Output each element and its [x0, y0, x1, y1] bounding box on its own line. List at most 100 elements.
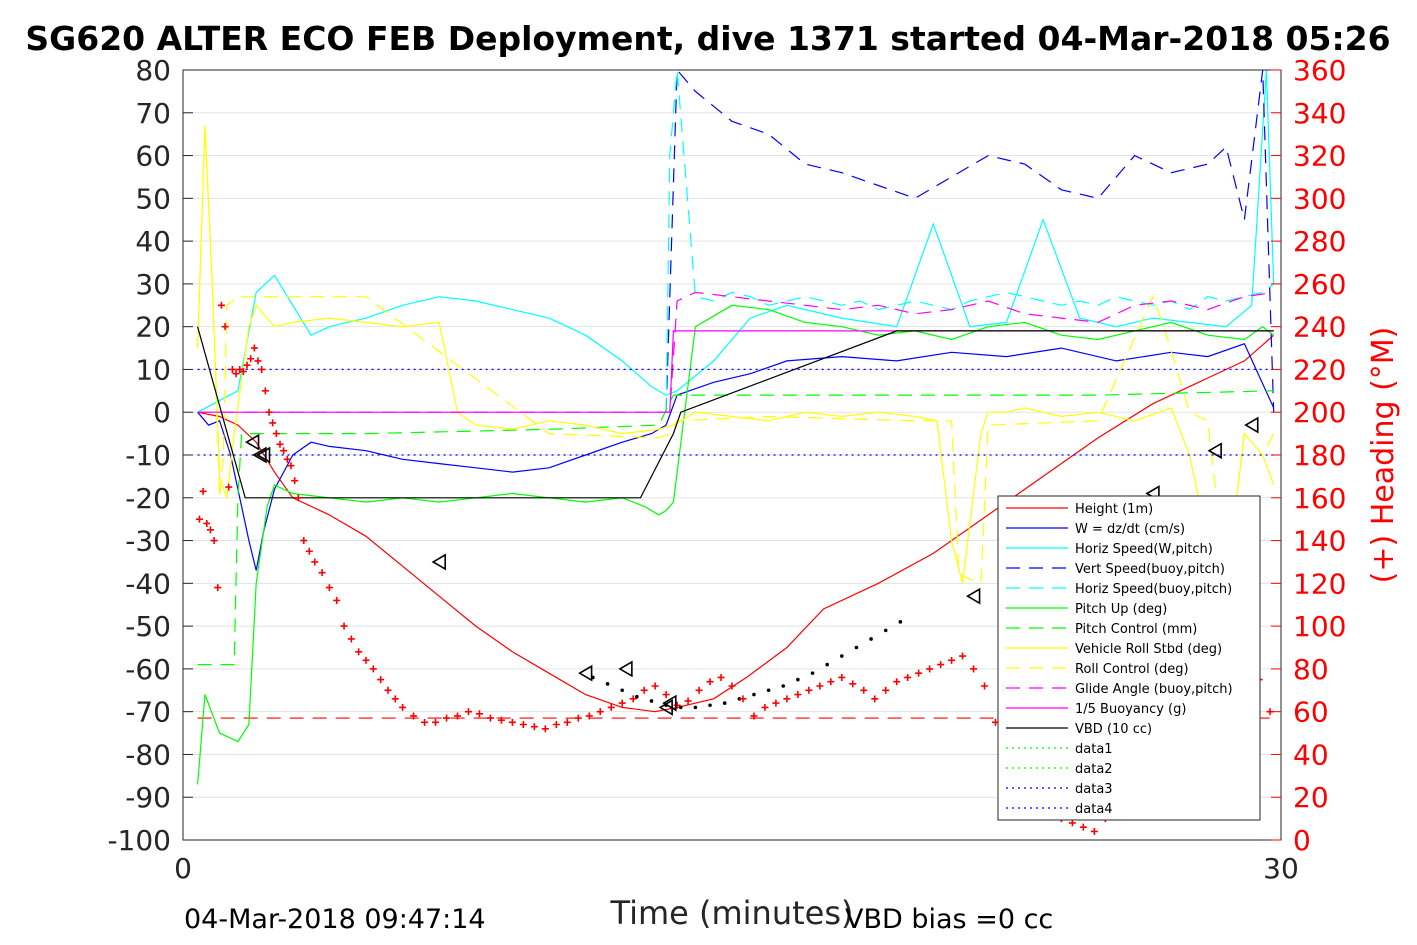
heading-point	[333, 596, 341, 604]
heading-point	[618, 699, 626, 707]
heading-point	[384, 686, 392, 694]
heading-point	[717, 673, 725, 681]
legend-label: data2	[1075, 762, 1113, 777]
legend-label: Glide Angle (buoy,pitch)	[1075, 682, 1233, 697]
y-tick-label-right: 180	[1293, 439, 1346, 472]
heading-point	[362, 656, 370, 664]
heading-point	[203, 519, 211, 527]
heading-point	[497, 716, 505, 724]
heading-point	[629, 695, 637, 703]
heading-point	[195, 515, 203, 523]
heading-point	[563, 718, 571, 726]
heading-point	[369, 665, 377, 673]
black-dot-point	[752, 692, 756, 697]
x-tick-label: 30	[1263, 852, 1299, 885]
y-tick-label-right: 280	[1293, 225, 1346, 258]
heading-point	[684, 697, 692, 705]
triangle-marker	[1244, 416, 1259, 434]
y-tick-label-left: 0	[153, 396, 171, 429]
triangle-marker	[244, 433, 260, 451]
y-tick-label-right: 40	[1293, 738, 1329, 771]
black-dot-point	[605, 682, 610, 686]
heading-point	[254, 357, 262, 365]
series-line-w-dz-dt-cm-s	[197, 343, 1275, 571]
y-tick-label-right: 300	[1293, 182, 1346, 215]
y-tick-label-right: 320	[1293, 140, 1346, 173]
heading-point	[706, 678, 714, 686]
legend-label: Height (1m)	[1075, 502, 1153, 517]
heading-point	[816, 682, 824, 690]
heading-point	[272, 430, 280, 438]
heading-point	[761, 703, 769, 711]
heading-point	[585, 712, 593, 720]
heading-point	[421, 718, 429, 726]
heading-point	[519, 721, 527, 728]
heading-point	[739, 695, 747, 703]
series-line-vbd-10-cc	[197, 326, 1274, 499]
series-line-pitch-up-deg	[197, 304, 1275, 785]
y-tick-label-right: 260	[1293, 268, 1346, 301]
heading-point	[695, 686, 703, 694]
heading-point	[399, 703, 407, 711]
heading-point	[750, 712, 758, 720]
legend-label: VBD (10 cc)	[1075, 722, 1152, 737]
legend-label: Horiz Speed(buoy,pitch)	[1075, 582, 1232, 597]
series-line-vert-speed-buoy-pitch	[665, 68, 1275, 413]
heading-point	[530, 723, 538, 731]
y-tick-label-right: 100	[1293, 610, 1346, 643]
heading-point	[882, 686, 890, 694]
black-dot-point	[693, 705, 698, 710]
black-dot-point	[854, 645, 859, 650]
heading-point	[355, 648, 363, 656]
heading-point	[300, 537, 308, 545]
y-tick-label-right: 240	[1293, 311, 1346, 344]
y-tick-label-left: 20	[135, 311, 171, 344]
series-layer	[197, 68, 1275, 785]
heading-point	[391, 695, 399, 703]
black-dot-point	[898, 620, 903, 624]
heading-point	[239, 368, 247, 376]
legend-box	[997, 495, 1261, 821]
legend-label: 1/5 Buoyancy (g)	[1075, 702, 1186, 717]
series-line-1-5-buoyancy-g	[197, 330, 1274, 413]
y-tick-label-right: 60	[1293, 696, 1329, 729]
legend-label: Pitch Control (mm)	[1075, 622, 1197, 637]
heading-point	[291, 477, 299, 485]
heading-point	[838, 673, 846, 681]
heading-point	[340, 622, 348, 630]
heading-point	[508, 718, 516, 726]
legend-label: W = dz/dt (cm/s)	[1075, 522, 1185, 537]
heading-point	[871, 695, 879, 703]
black-dot-point	[840, 654, 844, 658]
series-line-horiz-speed-buoy-pitch	[665, 69, 1275, 413]
heading-point	[860, 686, 868, 694]
heading-point	[261, 387, 269, 395]
legend-label: Vehicle Roll Stbd (deg)	[1075, 642, 1222, 657]
footer-vbd-bias: VBD bias =0 cc	[845, 904, 1053, 935]
triangle-marker	[578, 664, 593, 682]
x-axis-label: Time (minutes)	[610, 894, 854, 932]
y-tick-label-left: -10	[125, 439, 171, 472]
y-tick-label-left: -30	[125, 525, 171, 558]
y-tick-label-right: 200	[1293, 396, 1346, 429]
y-tick-label-left: 70	[135, 97, 171, 130]
x-tick-label: 0	[174, 852, 192, 885]
y-tick-label-right: 0	[1293, 824, 1311, 857]
heading-point	[640, 686, 648, 694]
heading-point	[475, 710, 483, 718]
series-line-horiz-speed-w-pitch	[197, 69, 1275, 413]
triangle-marker	[1207, 442, 1222, 460]
heading-point	[206, 526, 214, 534]
y-tick-label-left: 60	[135, 140, 171, 173]
black-dot-point	[810, 671, 815, 675]
black-dot-point	[737, 697, 742, 701]
black-dot-point	[781, 684, 786, 688]
heading-point	[214, 584, 222, 592]
legend-label: data3	[1075, 782, 1113, 797]
heading-point	[805, 686, 813, 694]
triangle-marker	[965, 587, 981, 605]
heading-point	[926, 665, 934, 673]
y-tick-label-right: 360	[1293, 54, 1346, 87]
y-tick-label-right: 120	[1293, 567, 1346, 600]
